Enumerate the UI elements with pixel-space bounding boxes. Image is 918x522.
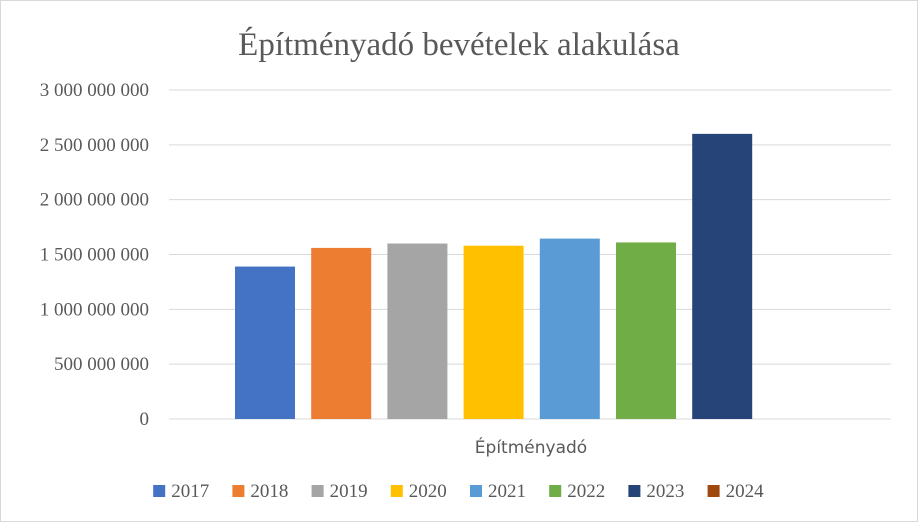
bars [235, 133, 753, 419]
legend-swatch [232, 485, 245, 497]
legend-item-2024: 2024 [707, 481, 765, 502]
legend-swatch [707, 485, 720, 497]
legend-item-2017: 2017 [153, 481, 209, 502]
bar-2020 [463, 245, 524, 419]
category-label: Építményadó [475, 436, 587, 458]
legend-label: 2018 [250, 481, 288, 502]
y-tick-label: 3 000 000 000 [40, 80, 149, 101]
legend-item-2021: 2021 [470, 481, 526, 502]
y-tick-label: 2 000 000 000 [40, 190, 149, 211]
legend-swatch [628, 485, 641, 497]
y-tick-label: 2 500 000 000 [40, 135, 149, 156]
legend-swatch [153, 485, 166, 497]
y-tick-label: 1 500 000 000 [40, 245, 149, 266]
bar-2018 [311, 247, 372, 419]
legend: 2017 2018 2019 2020 2021 2022 2023 2024 [153, 481, 764, 502]
legend-label: 2021 [488, 481, 526, 502]
legend-item-2018: 2018 [232, 481, 288, 502]
legend-label: 2022 [567, 481, 605, 502]
legend-label: 2020 [409, 481, 447, 502]
bar-2019 [387, 243, 448, 419]
y-tick-label: 500 000 000 [54, 354, 149, 375]
y-axis-ticks: 0 500 000 000 1 000 000 000 1 500 000 000 2 … [40, 80, 149, 430]
legend-item-2019: 2019 [311, 481, 368, 502]
legend-swatch [390, 485, 403, 497]
legend-label: 2019 [330, 481, 368, 502]
bar-2023 [692, 133, 753, 419]
legend-swatch [549, 485, 562, 497]
legend-swatch [311, 485, 324, 497]
y-tick-label: 0 [140, 409, 150, 430]
y-tick-label: 1 000 000 000 [40, 299, 149, 320]
bar-2022 [616, 242, 676, 419]
legend-label: 2023 [646, 481, 684, 502]
legend-item-2023: 2023 [628, 481, 684, 502]
legend-item-2022: 2022 [549, 481, 605, 502]
legend-swatch [470, 485, 482, 497]
legend-label: 2024 [726, 481, 765, 502]
legend-label: 2017 [171, 481, 209, 502]
legend-item-2020: 2020 [390, 481, 447, 502]
bar-2021 [539, 238, 600, 419]
bar-2017 [235, 266, 295, 419]
chart-title: Építményadó bevételek alakulása [238, 26, 680, 63]
